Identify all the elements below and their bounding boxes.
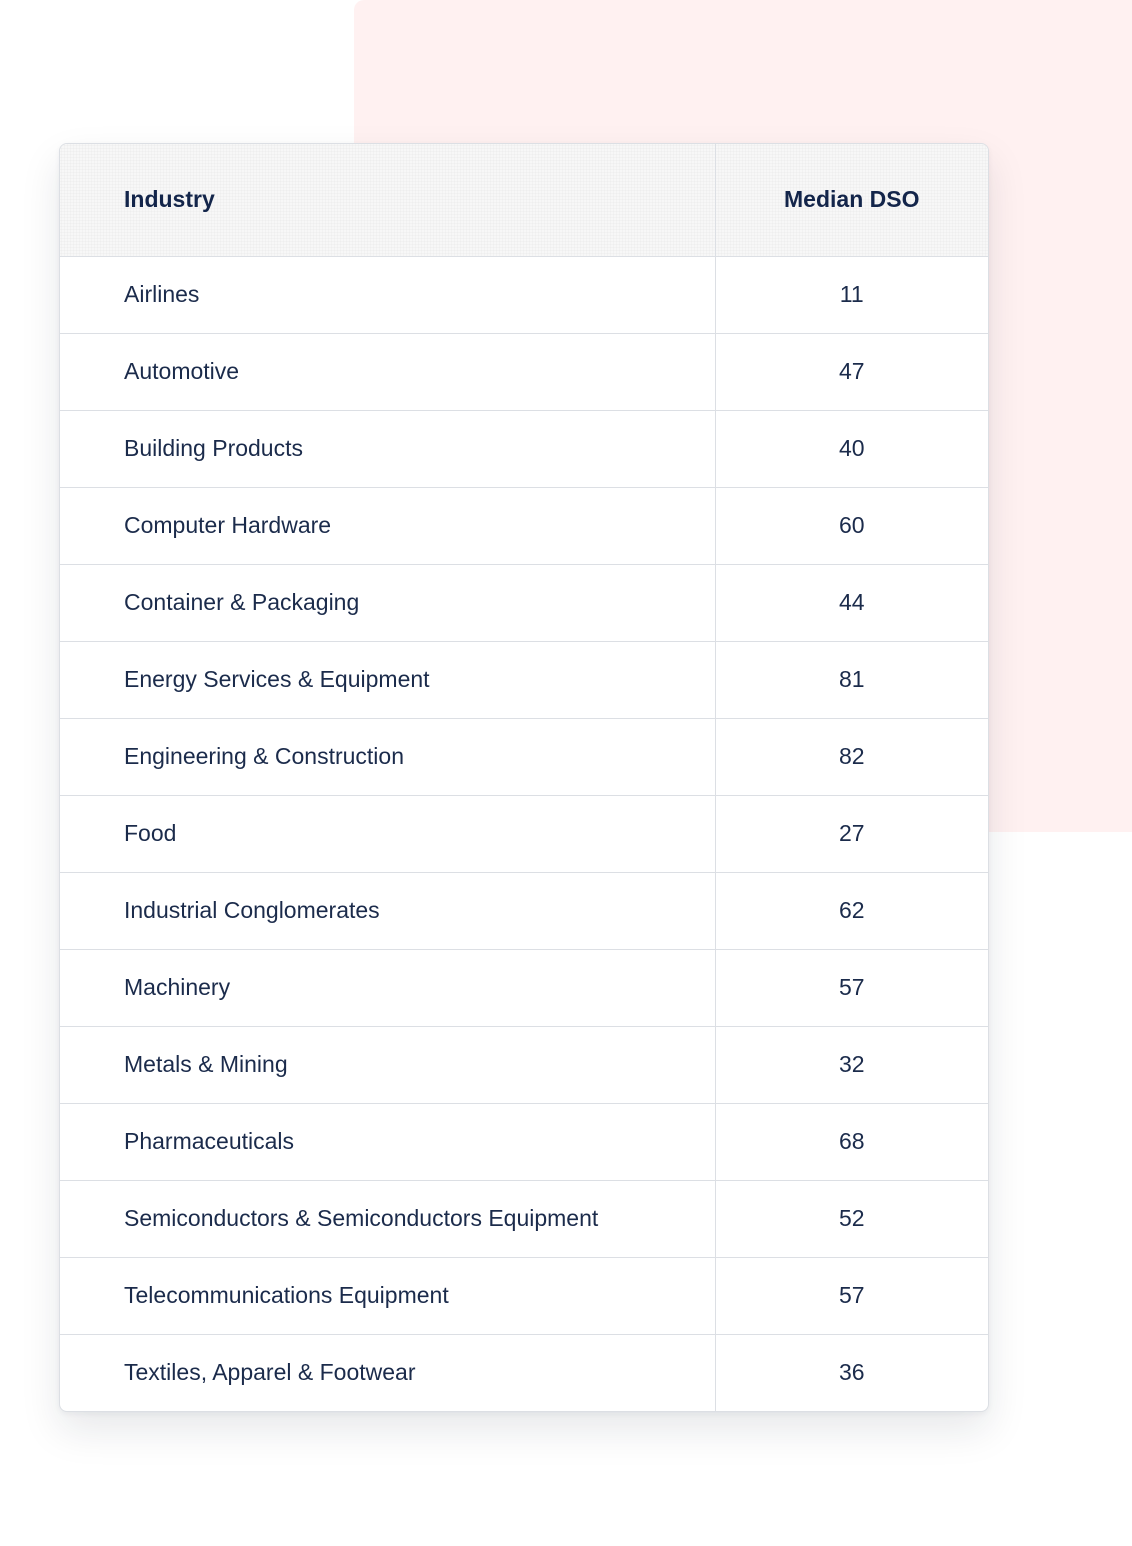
table-row: Industrial Conglomerates 62 [60, 872, 988, 950]
column-header-industry: Industry [60, 144, 716, 257]
table-row: Machinery 57 [60, 949, 988, 1027]
table-row: Airlines 11 [60, 256, 988, 334]
table-body: Airlines 11 Automotive 47 Building Produ… [60, 256, 988, 1411]
industry-cell: Airlines [60, 256, 716, 334]
table-row: Telecommunications Equipment 57 [60, 1257, 988, 1335]
median-dso-cell: 11 [715, 256, 988, 334]
table-header-row: Industry Median DSO [60, 144, 988, 257]
industry-cell: Telecommunications Equipment [60, 1257, 716, 1335]
table-row: Engineering & Construction 82 [60, 718, 988, 796]
median-dso-cell: 52 [715, 1180, 988, 1258]
column-header-median-dso: Median DSO [715, 144, 988, 257]
industry-cell: Textiles, Apparel & Footwear [60, 1334, 716, 1411]
industry-cell: Engineering & Construction [60, 718, 716, 796]
industry-cell: Semiconductors & Semiconductors Equipmen… [60, 1180, 716, 1258]
industry-cell: Metals & Mining [60, 1026, 716, 1104]
table-row: Container & Packaging 44 [60, 564, 988, 642]
median-dso-cell: 32 [715, 1026, 988, 1104]
table-row: Textiles, Apparel & Footwear 36 [60, 1334, 988, 1411]
median-dso-cell: 40 [715, 410, 988, 488]
industry-cell: Automotive [60, 333, 716, 411]
table-row: Automotive 47 [60, 333, 988, 411]
industry-dso-table: Industry Median DSO Airlines 11 Automoti… [60, 144, 988, 1411]
industry-cell: Computer Hardware [60, 487, 716, 565]
industry-cell: Machinery [60, 949, 716, 1027]
median-dso-cell: 68 [715, 1103, 988, 1181]
table-row: Pharmaceuticals 68 [60, 1103, 988, 1181]
median-dso-cell: 62 [715, 872, 988, 950]
table-row: Metals & Mining 32 [60, 1026, 988, 1104]
industry-cell: Energy Services & Equipment [60, 641, 716, 719]
table-row: Building Products 40 [60, 410, 988, 488]
median-dso-cell: 60 [715, 487, 988, 565]
median-dso-cell: 44 [715, 564, 988, 642]
industry-cell: Industrial Conglomerates [60, 872, 716, 950]
median-dso-cell: 27 [715, 795, 988, 873]
table-row: Computer Hardware 60 [60, 487, 988, 565]
median-dso-cell: 81 [715, 641, 988, 719]
table-row: Energy Services & Equipment 81 [60, 641, 988, 719]
median-dso-cell: 82 [715, 718, 988, 796]
median-dso-cell: 47 [715, 333, 988, 411]
median-dso-cell: 57 [715, 949, 988, 1027]
industry-cell: Container & Packaging [60, 564, 716, 642]
table-row: Food 27 [60, 795, 988, 873]
median-dso-cell: 57 [715, 1257, 988, 1335]
industry-dso-table-card: Industry Median DSO Airlines 11 Automoti… [59, 143, 989, 1412]
table-row: Semiconductors & Semiconductors Equipmen… [60, 1180, 988, 1258]
median-dso-cell: 36 [838, 1359, 865, 1386]
table-header: Industry Median DSO [60, 144, 988, 257]
industry-cell: Building Products [60, 410, 716, 488]
industry-cell: Food [60, 795, 716, 873]
industry-cell: Pharmaceuticals [60, 1103, 716, 1181]
